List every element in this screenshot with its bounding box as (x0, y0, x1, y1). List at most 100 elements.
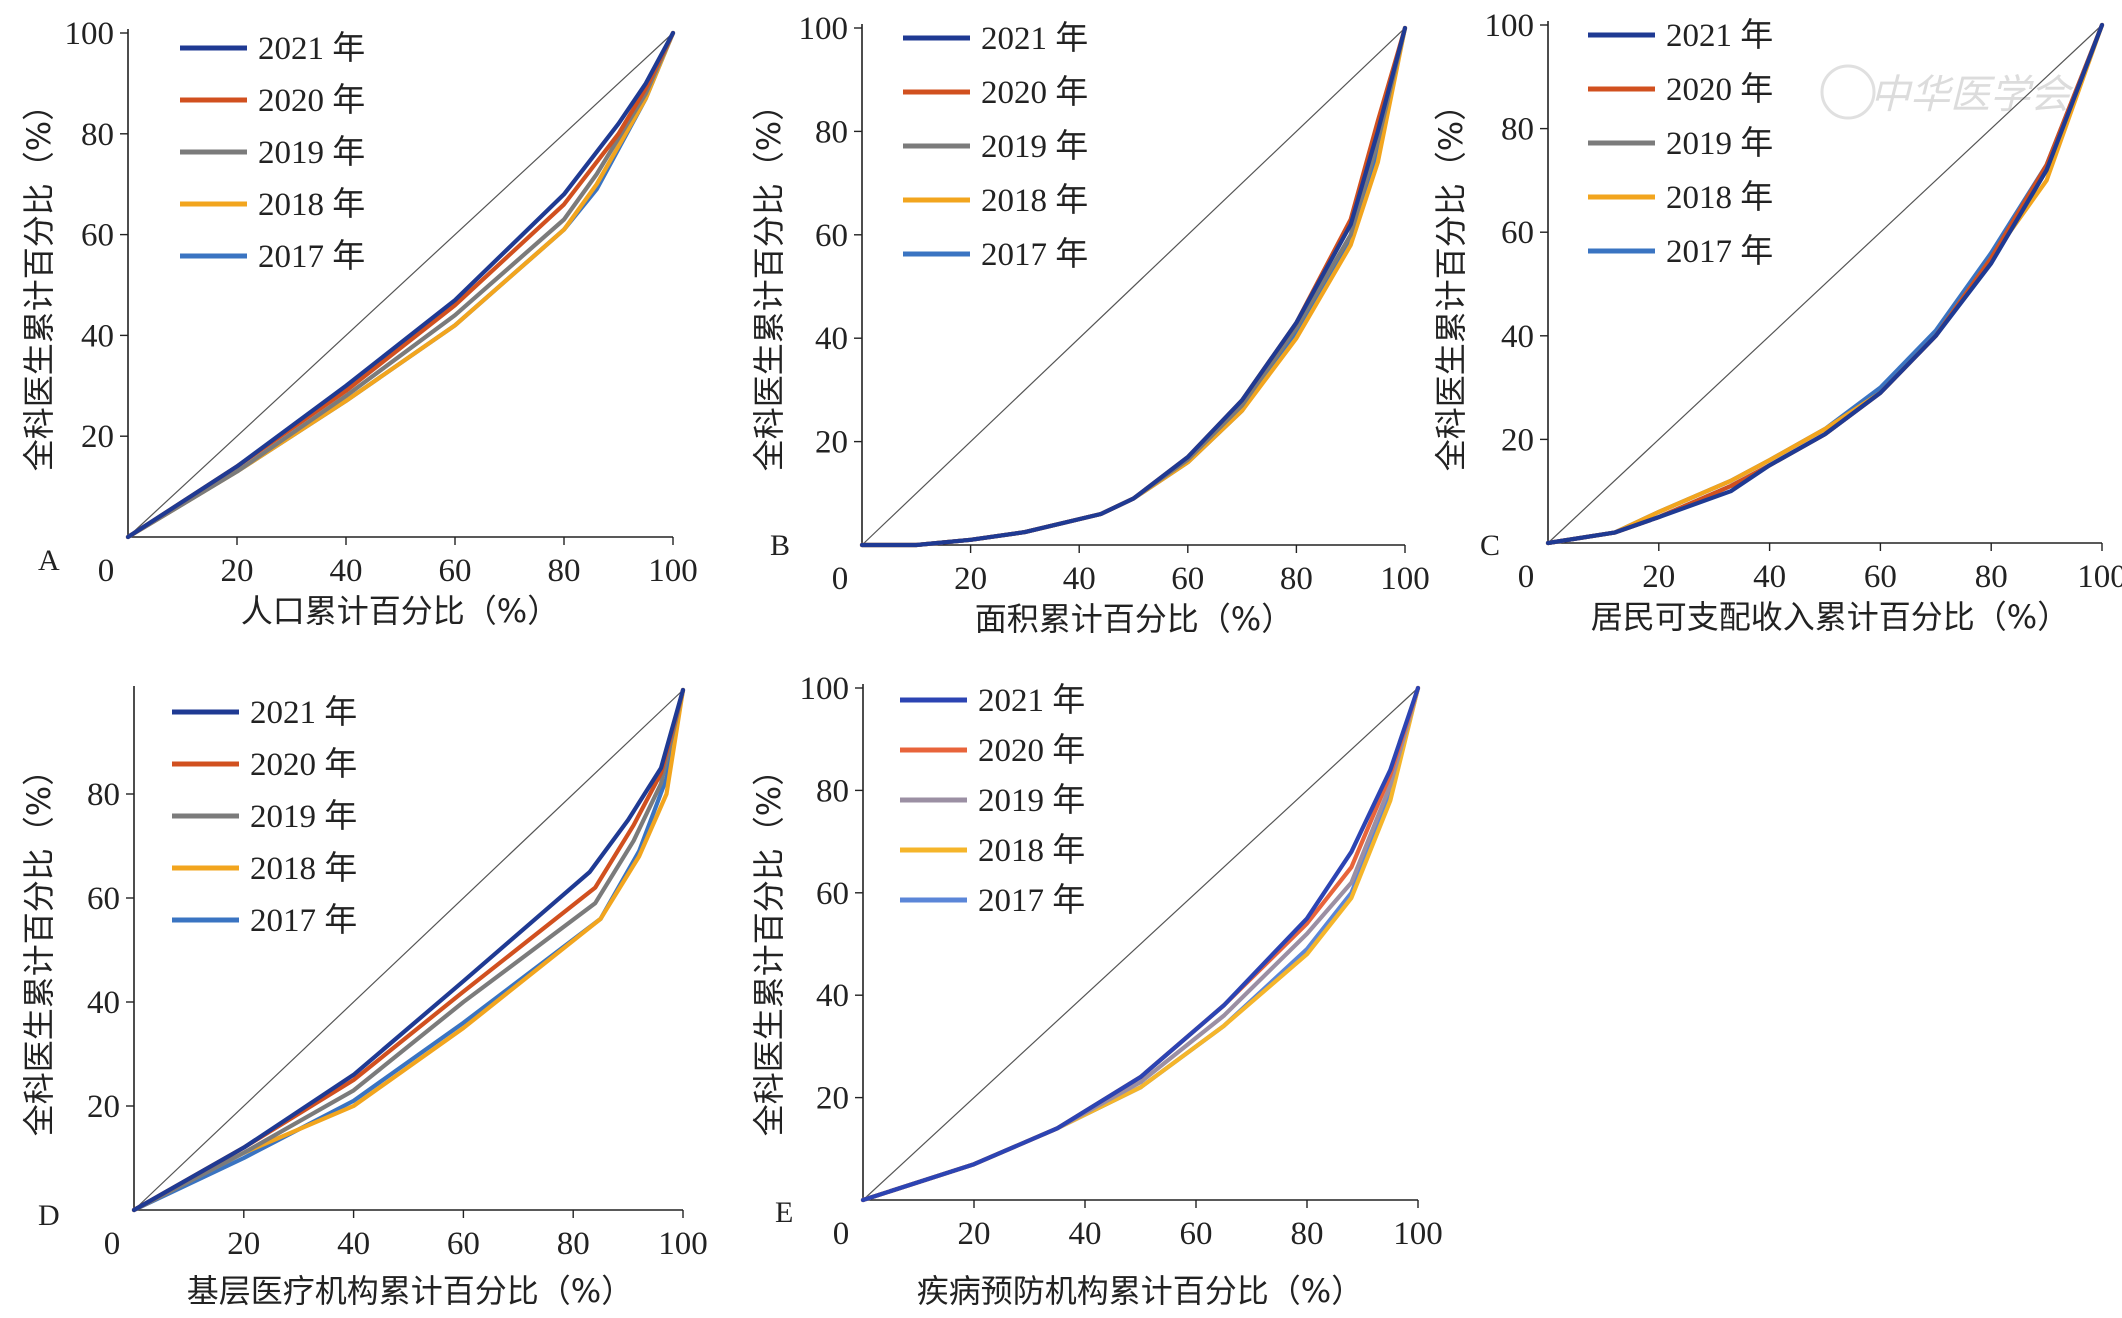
x-tick-label: 0 (833, 1216, 850, 1252)
legend-label: 2017 年 (978, 882, 1085, 919)
x-tick-label: 0 (1518, 559, 1535, 595)
panel-letter: C (1480, 529, 1500, 562)
y-tick-label: 40 (87, 985, 120, 1021)
equality-line (862, 687, 1419, 1201)
legend-label: 2019 年 (258, 134, 365, 171)
x-tick-label: 40 (330, 553, 363, 589)
y-axis-label: 全科医生累计百分比（%） (20, 754, 58, 1136)
y-tick-label: 100 (1485, 8, 1535, 44)
legend: 2021 年 2020 年 2019 年 2018 年 2017 年 (900, 682, 1085, 919)
legend-label: 2019 年 (978, 782, 1085, 819)
x-tick-label: 100 (1380, 561, 1430, 597)
y-tick-label: 100 (799, 11, 849, 47)
legend-label: 2019 年 (250, 798, 357, 835)
x-axis-label: 疾病预防机构累计百分比（%） (917, 1272, 1363, 1310)
legend-label: 2020 年 (258, 82, 365, 119)
x-tick-label: 60 (439, 553, 472, 589)
y-tick-label: 20 (81, 419, 114, 455)
series-line-2021 (131, 687, 686, 1213)
y-tick-label: 20 (816, 1081, 849, 1117)
y-tick-label: 60 (1501, 215, 1534, 251)
x-tick-label: 40 (1069, 1216, 1102, 1252)
x-tick-label: 20 (1642, 559, 1675, 595)
x-tick-label: 80 (1975, 559, 2008, 595)
legend-label: 2021 年 (250, 694, 357, 731)
x-tick-label: 20 (954, 561, 987, 597)
x-tick-label: 20 (958, 1216, 991, 1252)
legend: 2021 年 2020 年 2019 年 2018 年 2017 年 (1588, 17, 1773, 270)
y-tick-label: 100 (65, 16, 115, 52)
x-tick-label: 60 (1180, 1216, 1213, 1252)
y-tick-label: 20 (815, 425, 848, 461)
x-tick-label: 20 (221, 553, 254, 589)
legend-label: 2020 年 (250, 746, 357, 783)
x-axis-label: 基层医疗机构累计百分比（%） (187, 1272, 633, 1310)
y-tick-label: 40 (1501, 319, 1534, 355)
x-axis-label: 居民可支配收入累计百分比（%） (1591, 598, 2069, 636)
watermark-seal-icon (1820, 64, 1876, 120)
y-tick-label: 40 (81, 318, 114, 354)
y-axis-label: 全科医生累计百分比（%） (750, 754, 788, 1136)
series-line-2018 (131, 687, 686, 1213)
equality-line (1547, 24, 2103, 544)
series-line-2021 (125, 30, 676, 540)
legend: 2021 年 2020 年 2019 年 2018 年 2017 年 (172, 694, 357, 939)
legend-label: 2020 年 (1666, 71, 1773, 108)
y-tick-label: 20 (1501, 422, 1534, 458)
x-tick-label: 0 (832, 561, 849, 597)
x-tick-label: 40 (1753, 559, 1786, 595)
legend-label: 2017 年 (250, 902, 357, 939)
y-tick-label: 60 (816, 876, 849, 912)
x-tick-label: 100 (1393, 1216, 1443, 1252)
y-axis-label: 全科医生累计百分比（%） (20, 89, 58, 471)
y-tick-label: 40 (815, 321, 848, 357)
equality-line (133, 689, 684, 1211)
x-tick-label: 80 (1291, 1216, 1324, 1252)
series-line-2019 (125, 30, 676, 540)
legend: 2021 年 2020 年 2019 年 2018 年 2017 年 (180, 30, 365, 275)
legend-label: 2021 年 (1666, 17, 1773, 54)
y-tick-label: 60 (87, 881, 120, 917)
series-line-2021 (1545, 22, 2105, 546)
x-tick-label: 0 (104, 1226, 121, 1262)
x-tick-label: 60 (1864, 559, 1897, 595)
y-tick-label: 100 (800, 671, 850, 707)
x-tick-label: 100 (648, 553, 698, 589)
y-tick-label: 80 (815, 114, 848, 150)
x-tick-label: 80 (1280, 561, 1313, 597)
x-tick-label: 20 (227, 1226, 260, 1262)
y-axis-label: 全科医生累计百分比（%） (750, 89, 788, 471)
panel-c: 100 80 60 40 20 0 20 40 60 80 100 2021 年 2020 年 2019 … (1432, 8, 2122, 636)
x-tick-label: 40 (337, 1226, 370, 1262)
legend-label: 2017 年 (258, 238, 365, 275)
x-tick-label: 60 (447, 1226, 480, 1262)
equality-line (127, 32, 674, 538)
legend-label: 2017 年 (1666, 233, 1773, 270)
y-tick-label: 20 (87, 1089, 120, 1125)
y-tick-label: 60 (815, 218, 848, 254)
legend: 2021 年 2020 年 2019 年 2018 年 2017 年 (903, 20, 1088, 273)
y-tick-label: 80 (81, 117, 114, 153)
legend-label: 2019 年 (1666, 125, 1773, 162)
panel-letter: E (775, 1196, 793, 1229)
x-tick-label: 60 (1171, 561, 1204, 597)
panel-letter: A (38, 544, 60, 577)
x-axis-label: 面积累计百分比（%） (975, 600, 1293, 638)
x-tick-label: 100 (2077, 559, 2122, 595)
legend-label: 2018 年 (981, 182, 1088, 219)
legend-label: 2018 年 (250, 850, 357, 887)
watermark-text: 中华医学会 (1870, 72, 2074, 118)
x-axis-label: 人口累计百分比（%） (241, 592, 559, 630)
panel-e: 100 80 60 40 20 0 20 40 60 80 100 2021 年 2020 年 2019 … (750, 671, 1443, 1310)
x-tick-label: 0 (98, 553, 115, 589)
legend-label: 2021 年 (978, 682, 1085, 719)
y-tick-label: 60 (81, 218, 114, 254)
y-tick-label: 80 (816, 773, 849, 809)
equality-line (861, 27, 1406, 546)
x-tick-label: 80 (557, 1226, 590, 1262)
y-axis-label: 全科医生累计百分比（%） (1432, 89, 1470, 471)
legend-label: 2021 年 (258, 30, 365, 67)
legend-label: 2018 年 (978, 832, 1085, 869)
